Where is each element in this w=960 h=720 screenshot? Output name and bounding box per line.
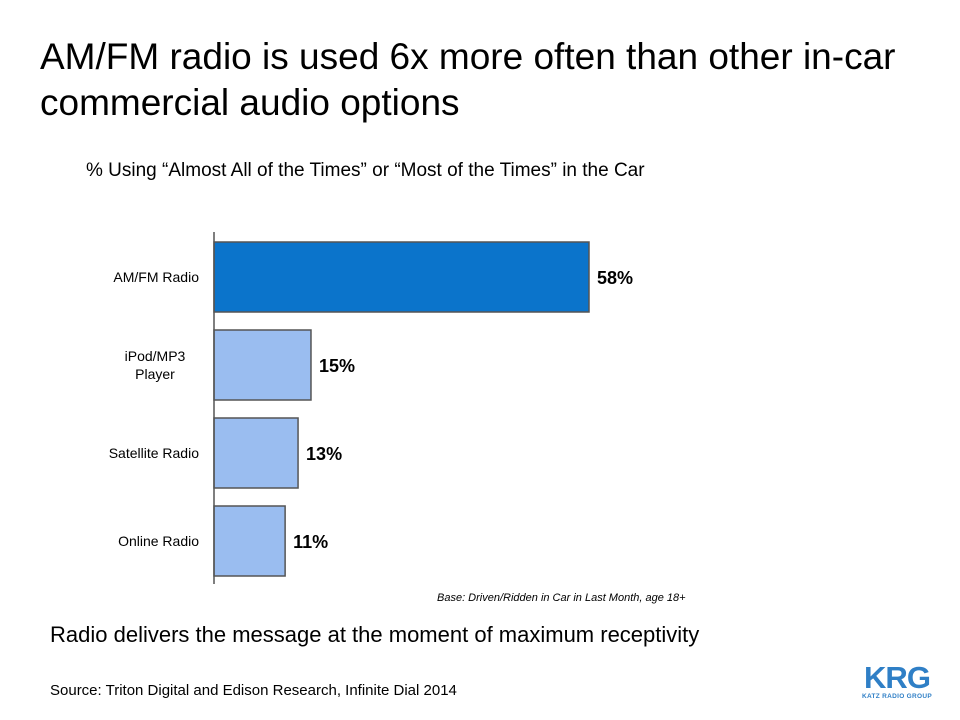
logo-letters: KRG [864,660,931,695]
category-label-ipod-mp3-player: iPod/MP3 Player [125,348,186,382]
bar-satellite-radio [213,417,299,489]
bar-am-fm-radio [213,241,590,313]
category-label-satellite-radio: Satellite Radio [109,445,199,461]
bar-online-radio [213,505,286,577]
value-label-online-radio: 11% [293,532,328,552]
bar-ipod-mp3-player [213,329,312,401]
value-label-ipod-mp3-player: 15% [319,356,355,376]
source-citation: Source: Triton Digital and Edison Resear… [50,682,457,699]
logo-subtitle: KATZ RADIO GROUP [861,693,933,700]
category-label-online-radio: Online Radio [118,533,199,549]
chart-title: % Using “Almost All of the Times” or “Mo… [86,160,645,181]
base-note: Base: Driven/Ridden in Car in Last Month… [437,592,686,604]
bars-layer: 58% AM/FM Radio 15% iPod/MP3 Player 13% Satell… [109,241,633,577]
page-title: AM/FM radio is used 6x more often than o… [40,36,896,123]
krg-logo: KRG KATZ RADIO GROUP [857,660,937,704]
category-label-am-fm-radio: AM/FM Radio [113,269,199,285]
value-label-satellite-radio: 13% [306,444,342,464]
value-label-am-fm-radio: 58% [597,268,633,288]
tagline: Radio delivers the message at the moment… [50,622,700,647]
